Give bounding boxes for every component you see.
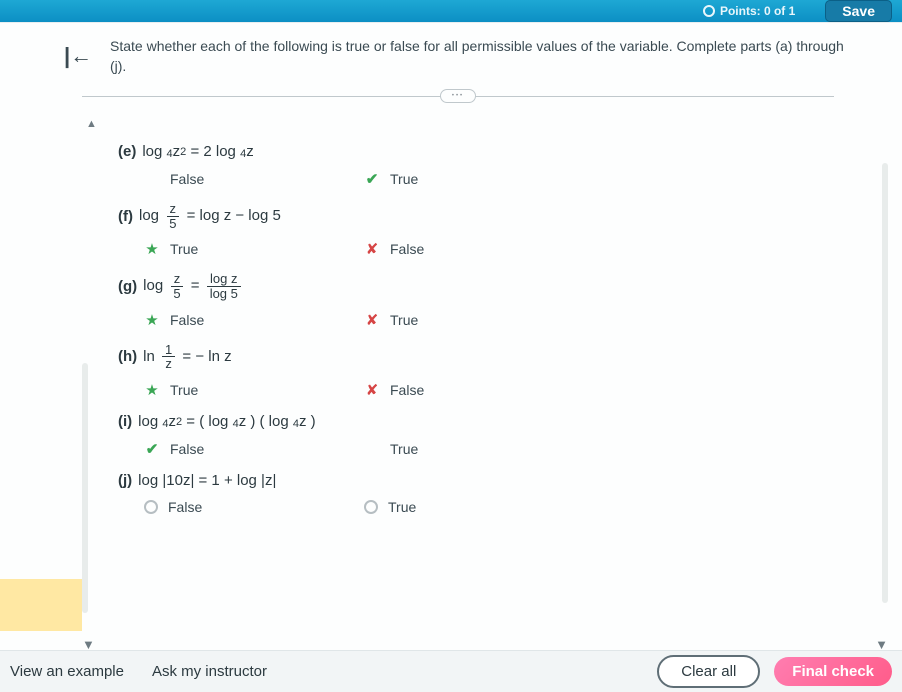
math-text: ln 1z = − ln z: [143, 343, 231, 371]
footer-links: View an example Ask my instructor: [10, 663, 267, 680]
expression-f: (f) log z5 = log z − log 5: [118, 202, 882, 230]
option-i-1[interactable]: ✔ False: [144, 440, 264, 458]
points-indicator: Points: 0 of 1: [703, 4, 795, 18]
option-text: True: [170, 241, 198, 257]
options-f: ★ True ✘ False: [144, 240, 882, 258]
question-h: (h) ln 1z = − ln z ★ True ✘ False: [118, 343, 882, 399]
prompt-row: |← State whether each of the following i…: [0, 23, 902, 86]
ask-instructor-link[interactable]: Ask my instructor: [152, 663, 267, 680]
option-h-1[interactable]: ★ True: [144, 381, 264, 399]
part-label: (h): [118, 348, 137, 365]
option-text: True: [170, 382, 198, 398]
back-arrow-icon[interactable]: |←: [64, 43, 92, 69]
math-text: log z5 = log z − log 5: [139, 202, 281, 230]
expression-e: (e) log 4z2 = 2 log 4z: [118, 143, 882, 160]
highlight-indicator: [0, 579, 82, 631]
x-icon: ✘: [364, 240, 380, 258]
points-label: Points: 0 of 1: [720, 4, 795, 18]
expression-i: (i) log 4z2 = ( log 4z ) ( log 4z ): [118, 413, 882, 430]
option-text: False: [170, 441, 204, 457]
x-icon: ✘: [364, 311, 380, 329]
option-f-1[interactable]: ★ True: [144, 240, 264, 258]
question-list: (e) log 4z2 = 2 log 4z False ✔ True (f) …: [82, 143, 902, 640]
options-j: False True: [144, 499, 882, 515]
section-divider: •••: [82, 96, 834, 97]
math-text: log 4z2 = ( log 4z ) ( log 4z ): [138, 413, 316, 430]
question-prompt: State whether each of the following is t…: [110, 37, 850, 76]
part-label: (g): [118, 278, 137, 295]
math-text: log z5 = log zlog 5: [143, 272, 244, 300]
option-g-1[interactable]: ★ False: [144, 311, 264, 329]
option-j-1[interactable]: False: [144, 499, 264, 515]
option-e-2[interactable]: ✔ True: [364, 170, 484, 188]
question-i: (i) log 4z2 = ( log 4z ) ( log 4z ) ✔ Fa…: [118, 413, 882, 458]
part-label: (e): [118, 143, 136, 160]
footer-buttons: Clear all Final check: [657, 655, 892, 688]
option-f-2[interactable]: ✘ False: [364, 240, 484, 258]
option-text: False: [390, 241, 424, 257]
option-text: True: [390, 312, 418, 328]
star-icon: ★: [144, 240, 160, 258]
option-text: True: [390, 171, 418, 187]
option-g-2[interactable]: ✘ True: [364, 311, 484, 329]
view-example-link[interactable]: View an example: [10, 663, 124, 680]
part-label: (i): [118, 413, 132, 430]
expand-pill-icon[interactable]: •••: [440, 89, 476, 103]
save-button[interactable]: Save: [825, 0, 892, 22]
star-icon: ★: [144, 311, 160, 329]
expression-g: (g) log z5 = log zlog 5: [118, 272, 882, 300]
option-text: False: [170, 312, 204, 328]
part-label: (j): [118, 472, 132, 489]
question-j: (j) log |10z| = 1 + log |z| False True: [118, 472, 882, 515]
x-icon: ✘: [364, 381, 380, 399]
option-text: True: [390, 441, 418, 457]
final-check-button[interactable]: Final check: [774, 657, 892, 686]
options-g: ★ False ✘ True: [144, 311, 882, 329]
option-h-2[interactable]: ✘ False: [364, 381, 484, 399]
header-bar: Points: 0 of 1 Save: [0, 0, 902, 22]
option-j-2[interactable]: True: [364, 499, 484, 515]
option-text: False: [390, 382, 424, 398]
radio-icon[interactable]: [144, 500, 158, 514]
clear-all-button[interactable]: Clear all: [657, 655, 760, 688]
page-body: |← State whether each of the following i…: [0, 22, 902, 692]
question-e: (e) log 4z2 = 2 log 4z False ✔ True: [118, 143, 882, 188]
checkmark-icon: ✔: [364, 170, 380, 188]
options-h: ★ True ✘ False: [144, 381, 882, 399]
part-label: (f): [118, 208, 133, 225]
option-text: False: [168, 499, 202, 515]
question-g: (g) log z5 = log zlog 5 ★ False ✘ True: [118, 272, 882, 328]
refresh-icon: [703, 5, 715, 17]
option-e-1[interactable]: False: [144, 170, 264, 188]
option-text: False: [170, 171, 204, 187]
checkmark-icon: ✔: [144, 440, 160, 458]
footer-bar: View an example Ask my instructor Clear …: [0, 650, 902, 692]
options-e: False ✔ True: [144, 170, 882, 188]
expression-h: (h) ln 1z = − ln z: [118, 343, 882, 371]
radio-icon[interactable]: [364, 500, 378, 514]
expression-j: (j) log |10z| = 1 + log |z|: [118, 472, 882, 489]
option-text: True: [388, 499, 416, 515]
star-icon: ★: [144, 381, 160, 399]
math-text: log |10z| = 1 + log |z|: [138, 472, 276, 489]
math-text: log 4z2 = 2 log 4z: [142, 143, 253, 160]
question-f: (f) log z5 = log z − log 5 ★ True ✘ Fals…: [118, 202, 882, 258]
options-i: ✔ False True: [144, 440, 882, 458]
scroll-up-icon[interactable]: ▲: [86, 118, 97, 130]
option-i-2[interactable]: True: [364, 440, 484, 458]
